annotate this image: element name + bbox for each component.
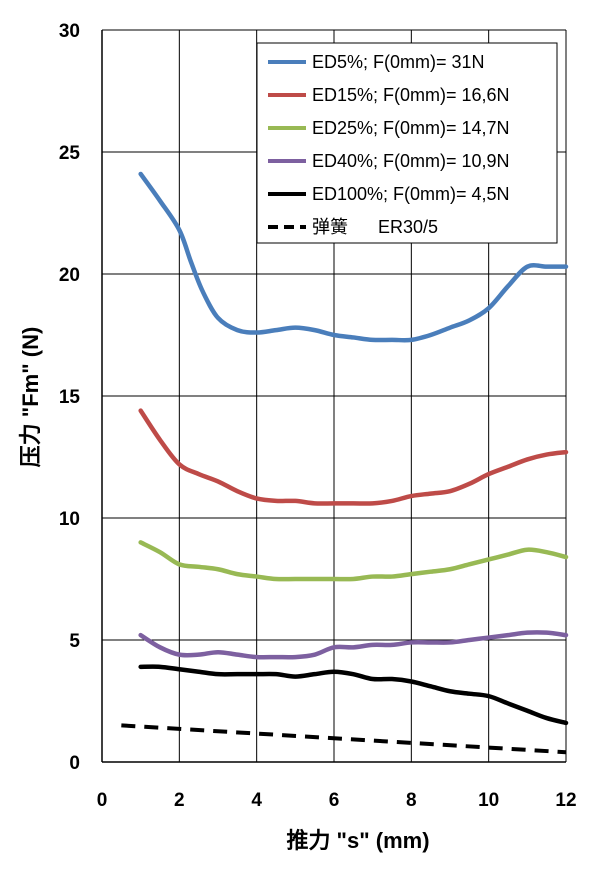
legend-box [256, 42, 558, 244]
x-tick-label: 0 [97, 790, 108, 811]
y-tick-labels: 0 5 10 15 20 25 30 [59, 21, 81, 774]
series-line-4 [138, 664, 569, 726]
legend-label: 弹簧 ER30/5 [312, 217, 438, 237]
series-line-5 [121, 723, 567, 755]
y-tick-label: 20 [59, 265, 80, 286]
y-tick-label: 30 [59, 21, 80, 42]
legend: ED5%; F(0mm)= 31N ED15%; F(0mm)= 16,6N ED2… [256, 42, 558, 244]
legend-label: ED25%; F(0mm)= 14,7N [312, 118, 510, 138]
y-tick-label: 0 [69, 753, 80, 774]
legend-label: ED100%; F(0mm)= 4,5N [312, 184, 510, 204]
x-axis-title: 推力 "s" (mm) [286, 828, 429, 853]
x-tick-label: 6 [329, 790, 340, 811]
x-tick-label: 12 [555, 790, 576, 811]
legend-label: ED40%; F(0mm)= 10,9N [312, 151, 510, 171]
legend-label: ED15%; F(0mm)= 16,6N [312, 85, 510, 105]
legend-label: ED5%; F(0mm)= 31N [312, 52, 485, 72]
y-axis-title: 压力 "Fm" (N) [18, 327, 43, 468]
x-tick-label: 4 [251, 790, 262, 811]
y-tick-label: 15 [59, 387, 81, 408]
axes [101, 30, 566, 763]
y-tick-label: 10 [59, 509, 80, 530]
x-tick-labels: 0 2 4 6 8 10 12 [97, 790, 577, 811]
series-line-3 [138, 630, 569, 660]
y-tick-label: 25 [59, 143, 81, 164]
series-line-2 [138, 540, 569, 582]
series-line-1 [138, 408, 569, 506]
x-tick-label: 8 [406, 790, 417, 811]
y-tick-label: 5 [69, 631, 80, 652]
x-tick-label: 10 [478, 790, 499, 811]
x-tick-label: 2 [174, 790, 185, 811]
series-lines [121, 171, 569, 755]
series-line-0 [138, 171, 569, 343]
